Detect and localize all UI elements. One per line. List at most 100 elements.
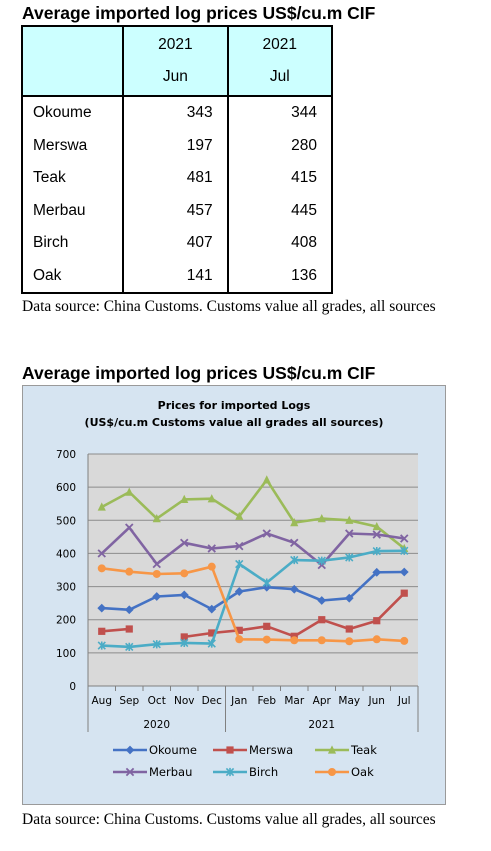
data-point-okoume <box>97 603 107 613</box>
table-source-note: Data source: China Customs. Customs valu… <box>22 298 436 315</box>
row-jun-value: 481 <box>122 162 228 195</box>
row-jun-value: 457 <box>122 194 228 227</box>
series-line-birch <box>101 549 405 649</box>
y-tick-label: 200 <box>56 615 76 627</box>
x-tick-label: Aug <box>91 695 112 707</box>
y-tick-label: 400 <box>56 548 76 560</box>
data-point-merswa <box>180 633 188 641</box>
data-point-teak <box>235 511 244 520</box>
y-tick-label: 500 <box>56 515 76 527</box>
data-point-birch <box>235 559 244 569</box>
data-point-okoume <box>289 584 299 594</box>
row-jul-value: 445 <box>226 194 334 227</box>
data-point-oak <box>97 564 106 573</box>
table-header-row: 2021 Jun 2021 Jul <box>20 25 334 97</box>
row-name: Merbau <box>20 194 124 227</box>
data-point-birch <box>125 642 134 652</box>
data-point-merbau <box>290 538 299 548</box>
legend-label-okoume: Okoume <box>149 743 197 757</box>
data-point-okoume <box>372 567 382 577</box>
data-point-okoume <box>179 590 189 600</box>
data-point-oak <box>290 636 299 645</box>
legend-marker-merswa <box>226 746 234 754</box>
x-tick-label: Oct <box>148 695 166 707</box>
legend-marker-okoume <box>125 745 135 755</box>
y-tick-label: 0 <box>69 681 76 693</box>
data-point-merbau <box>400 534 409 543</box>
data-point-okoume <box>344 593 354 603</box>
chart-subtitle: (US$/cu.m Customs value all grades all s… <box>85 416 384 429</box>
data-point-merswa <box>208 629 216 637</box>
data-point-oak <box>235 635 244 644</box>
data-point-birch <box>97 641 106 650</box>
data-point-merbau <box>180 538 189 548</box>
table-row: Teak 481 415 <box>20 162 334 195</box>
data-point-teak <box>290 518 299 527</box>
data-point-okoume <box>207 604 217 614</box>
data-point-birch <box>345 553 354 562</box>
chart-heading: Average imported log prices US$/cu.m CIF <box>22 363 376 383</box>
row-jun-value: 343 <box>122 96 228 130</box>
data-point-teak <box>372 521 381 531</box>
header-jun-year: 2021 <box>158 36 193 53</box>
legend-marker-teak <box>327 745 337 754</box>
data-point-okoume <box>399 567 409 577</box>
table-row: Birch 407 408 <box>20 227 334 260</box>
series-line-oak <box>101 565 405 643</box>
y-tick-label: 300 <box>56 582 76 594</box>
data-point-merbau <box>262 529 271 538</box>
data-point-birch <box>317 556 326 565</box>
y-tick-label: 100 <box>56 648 76 660</box>
legend-marker-merbau <box>125 767 135 777</box>
legend-label-merswa: Merswa <box>249 743 293 757</box>
x-tick-label: Apr <box>313 695 332 707</box>
table-row: Merswa 197 280 <box>20 129 334 162</box>
y-tick-label: 700 <box>56 449 76 461</box>
data-point-okoume <box>124 605 134 615</box>
data-point-merswa <box>263 622 271 630</box>
data-point-merswa <box>400 589 408 597</box>
series-line-merbau <box>100 526 405 567</box>
data-point-oak <box>262 635 271 644</box>
x-tick-label: Mar <box>284 695 304 707</box>
x-tick-label: Feb <box>257 695 276 707</box>
row-jul-value: 136 <box>226 259 334 294</box>
data-point-teak <box>345 515 354 524</box>
data-point-merbau <box>345 529 354 538</box>
row-jul-value: 408 <box>226 227 334 260</box>
data-point-teak <box>262 475 271 484</box>
row-name: Oak <box>20 259 124 294</box>
data-point-okoume <box>152 592 162 601</box>
data-point-teak <box>317 514 326 523</box>
chart-frame: Prices for imported Logs (US$/cu.m Custo… <box>22 385 446 805</box>
data-point-oak <box>345 637 354 646</box>
data-point-merbau <box>235 541 244 551</box>
data-point-teak <box>180 494 189 504</box>
row-jul-value: 415 <box>226 162 334 195</box>
x-tick-label: Nov <box>174 695 195 707</box>
data-point-oak <box>180 569 189 578</box>
data-point-oak <box>207 562 216 571</box>
header-jul-year: 2021 <box>262 36 298 53</box>
data-point-teak <box>97 502 106 511</box>
x-tick-label: May <box>338 695 360 707</box>
data-point-birch <box>290 555 299 565</box>
row-jul-value: 280 <box>226 129 334 162</box>
data-point-oak <box>317 636 326 645</box>
row-name: Okoume <box>20 96 124 130</box>
header-jul: 2021 Jul <box>226 25 334 97</box>
header-jun: 2021 Jun <box>122 25 229 97</box>
data-point-merswa <box>373 617 381 625</box>
data-point-birch <box>180 638 189 648</box>
data-point-oak <box>400 636 409 645</box>
header-blank-cell <box>20 25 125 97</box>
x-tick-label: Jul <box>397 695 411 707</box>
legend-marker-birch <box>225 767 235 777</box>
series-line-teak <box>101 478 406 550</box>
legend-marker-oak <box>328 768 336 776</box>
row-name: Teak <box>20 162 124 195</box>
legend-label-merbau: Merbau <box>149 765 192 779</box>
chart-source-note: Data source: China Customs. Customs valu… <box>22 811 436 828</box>
row-jun-value: 407 <box>122 227 228 260</box>
header-jul-month: Jul <box>269 68 290 85</box>
